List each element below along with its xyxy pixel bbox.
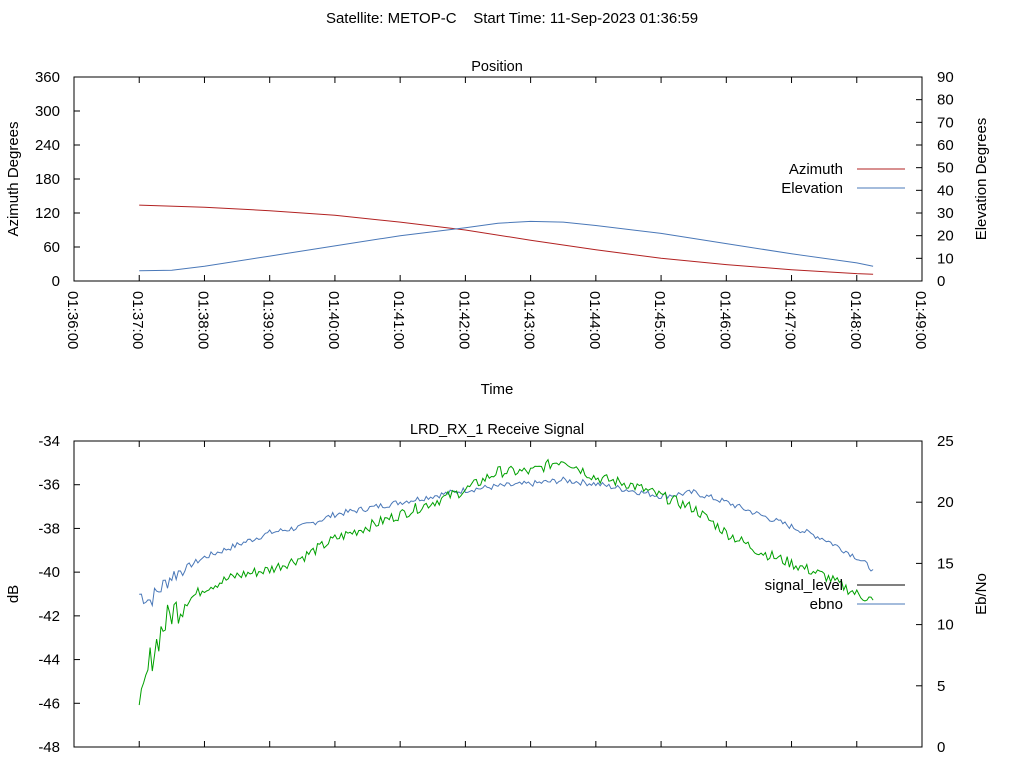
y2-tick-label: 40: [937, 182, 954, 199]
y-tick-label: 240: [35, 137, 60, 154]
y2-tick-label: 10: [937, 617, 954, 634]
position-y-axis-label: Azimuth Degrees: [5, 121, 22, 236]
y-tick-label: 300: [35, 103, 60, 120]
signal-plot-frame: [73, 440, 923, 748]
legend-label-ebno: ebno: [810, 596, 843, 613]
y2-tick-label: 80: [937, 92, 954, 109]
signal-chart-title: LRD_RX_1 Receive Signal: [410, 422, 584, 438]
x-tick-label: 01:36:00: [64, 291, 81, 349]
position-y2-axis-label: Elevation Degrees: [973, 118, 990, 241]
signal-legend: signal_level ebno: [765, 577, 905, 613]
x-tick-label: 01:47:00: [782, 291, 799, 349]
y2-tick-label: 70: [937, 114, 954, 131]
legend-label-elevation: Elevation: [781, 180, 843, 197]
x-tick-label: 01:43:00: [521, 291, 538, 349]
x-tick-label: 01:49:00: [912, 291, 929, 349]
y2-tick-label: 0: [937, 739, 945, 756]
legend-label-signal-level: signal_level: [765, 577, 843, 594]
series-line-elevation: [139, 220, 874, 272]
page-title: Satellite: METOP-C Start Time: 11-Sep-20…: [326, 10, 698, 27]
position-y2-axis: 0 10 20 30 40 50 60 70 80 90: [916, 69, 954, 290]
y-tick-label: -38: [38, 520, 60, 537]
x-tick-label: 01:44:00: [586, 291, 603, 349]
legend-label-azimuth: Azimuth: [789, 161, 843, 178]
signal-y2-axis: 0 5 10 15 20 25: [916, 433, 954, 756]
x-tick-label: 01:46:00: [716, 291, 733, 349]
signal-y-axis: -34 -36 -38 -40 -42 -44 -46 -48: [38, 433, 80, 756]
x-tick-label: 01:42:00: [455, 291, 472, 349]
y2-tick-label: 25: [937, 433, 954, 450]
y2-tick-label: 15: [937, 555, 954, 572]
series-line-series-2: [138, 458, 874, 706]
x-tick-label: 01:45:00: [651, 291, 668, 349]
signal-series: [138, 458, 874, 706]
y-tick-label: -36: [38, 477, 60, 494]
y-tick-label: -46: [38, 695, 60, 712]
y-tick-label: 360: [35, 69, 60, 86]
y-tick-label: -40: [38, 564, 60, 581]
position-chart-title: Position: [471, 59, 523, 75]
y2-tick-label: 10: [937, 250, 954, 267]
x-tick-label: 01:38:00: [194, 291, 211, 349]
y-tick-label: 0: [52, 273, 60, 290]
y-tick-label: 120: [35, 205, 60, 222]
x-tick-label: 01:48:00: [847, 291, 864, 349]
x-tick-label: 01:37:00: [129, 291, 146, 349]
y-tick-label: -34: [38, 433, 60, 450]
y2-tick-label: 30: [937, 205, 954, 222]
position-x-axis: 01:36:00 01:37:00 01:38:00 01:39:00 01:40:00…: [64, 77, 929, 349]
y2-tick-label: 0: [937, 273, 945, 290]
x-tick-label: 01:39:00: [260, 291, 277, 349]
signal-x-axis: [73, 441, 923, 747]
position-series: [139, 204, 874, 275]
position-x-axis-label: Time: [481, 381, 514, 398]
position-y-axis: 0 60 120 180 240 300 360: [35, 69, 80, 290]
y-tick-label: 60: [43, 239, 60, 256]
series-line-ebno: [139, 476, 874, 608]
y2-tick-label: 20: [937, 228, 954, 245]
y2-tick-label: 5: [937, 678, 945, 695]
y2-tick-label: 90: [937, 69, 954, 86]
x-tick-label: 01:41:00: [390, 291, 407, 349]
signal-y-axis-label: dB: [5, 585, 22, 603]
y-tick-label: -44: [38, 652, 60, 669]
y-tick-label: 180: [35, 171, 60, 188]
y2-tick-label: 50: [937, 160, 954, 177]
signal-chart: LRD_RX_1 Receive Signal -34-36-38-40-42-…: [5, 422, 990, 756]
signal-y2-axis-label: Eb/No: [973, 573, 990, 615]
y2-tick-label: 20: [937, 494, 954, 511]
y-tick-label: -48: [38, 739, 60, 756]
series-line-azimuth: [139, 204, 874, 275]
position-plot-frame: [73, 76, 923, 282]
y2-tick-label: 60: [937, 137, 954, 154]
y-tick-label: -42: [38, 608, 60, 625]
x-tick-label: 01:40:00: [325, 291, 342, 349]
position-chart: Position 0 60 120 180 240 300 360 0 10 20 30 40 50 6…: [5, 59, 990, 398]
position-legend: Azimuth Elevation: [781, 161, 905, 197]
